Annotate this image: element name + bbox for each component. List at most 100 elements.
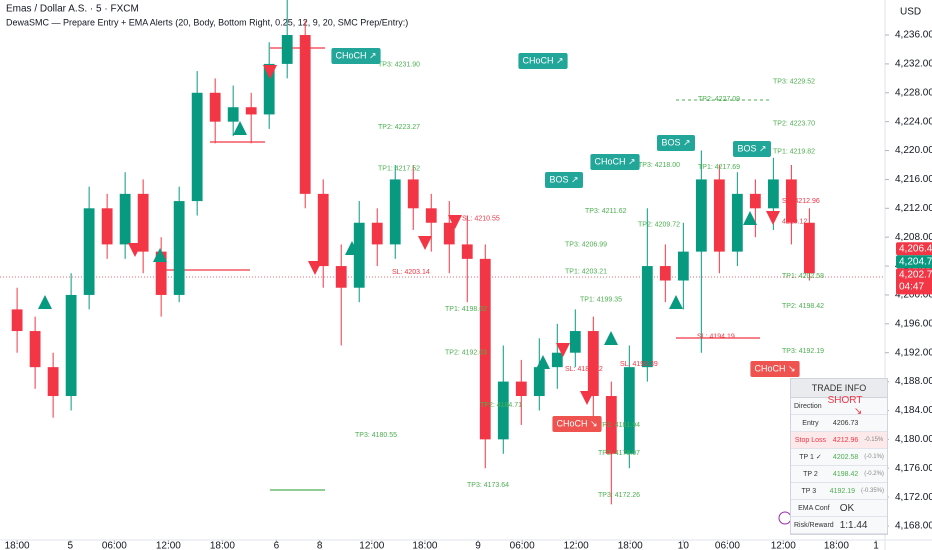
signal-down <box>308 261 322 275</box>
level-label: TP1: 4199.35 <box>580 296 622 303</box>
structure-label: BOS ↗ <box>661 137 690 147</box>
countdown: 04:47 <box>899 282 924 293</box>
y-tick-label: 4,196.00 <box>895 318 932 329</box>
candle-body <box>533 367 545 397</box>
y-tick-label: 4,180.00 <box>895 434 932 445</box>
candle-body <box>389 179 401 245</box>
x-tick-label: 6 <box>274 541 280 550</box>
row-label: Entry <box>802 419 819 427</box>
candle-body <box>551 352 563 368</box>
structure-box <box>545 172 583 188</box>
trade-info-row: Entry 4206.73 <box>791 415 887 432</box>
row-value: OK <box>839 502 855 514</box>
structure-box <box>518 53 568 69</box>
row-note: (-0.35%) <box>860 488 884 494</box>
trade-info-panel: TRADE INFO Direction SHORT ↘ Entry 4206.73 S… <box>790 378 888 535</box>
row-value: 1:1.44 <box>839 519 868 531</box>
level-label: TP1: 4203.21 <box>565 269 607 276</box>
level-label: SL: 4189.72 <box>565 366 603 373</box>
x-tick-label: 8 <box>317 541 323 550</box>
candle-body <box>47 367 59 397</box>
x-tick-label: 5 <box>67 541 73 550</box>
level-label: TP3: 4206.99 <box>565 241 607 248</box>
candle-body <box>155 251 167 295</box>
level-label: TP2: 4223.70 <box>773 121 815 128</box>
candle-body <box>173 201 185 295</box>
signal-down <box>766 211 780 225</box>
structure-label: CHoCH ↗ <box>594 156 635 166</box>
structure-label: BOS ↗ <box>549 174 578 184</box>
level-label: TP1: 4181.94 <box>598 422 640 429</box>
y-tick-label: 4,212.00 <box>895 203 932 214</box>
signal-down <box>556 343 570 357</box>
y-tick-label: 4,236.00 <box>895 30 932 41</box>
level-label: TP1: 4217.69 <box>698 164 740 171</box>
signal-down <box>448 215 462 229</box>
row-note: (-0.2%) <box>864 471 884 477</box>
level-label: TP2: 4198.42 <box>782 303 824 310</box>
signal-down <box>128 243 142 257</box>
price-tag-label: 4,202.78 <box>899 270 932 281</box>
x-tick-label: 18:00 <box>5 541 30 550</box>
signal-up <box>38 295 52 309</box>
signal-up <box>153 248 167 262</box>
level-label: SL: 4210.55 <box>462 216 500 223</box>
chart-title: Emas / Dollar A.S. · 5 · FXCM <box>6 4 139 15</box>
row-value: 4212.96 <box>832 436 859 444</box>
y-tick-label: 4,168.00 <box>895 521 932 532</box>
candle-body <box>479 258 491 440</box>
structure-box <box>733 141 771 157</box>
structure-label: CHoCH ↘ <box>754 363 795 373</box>
trade-info-row: TP 3 4192.19 (-0.35%) <box>791 483 887 500</box>
level-label: TP2: 4192.03 <box>445 349 487 356</box>
level-label: SL: 4190.39 <box>620 361 658 368</box>
candle-body <box>281 35 293 64</box>
structure-box <box>657 135 695 151</box>
panel-title: TRADE INFO <box>791 379 887 398</box>
signal-up <box>604 331 618 345</box>
signal-up <box>536 355 550 369</box>
level-label: SL: 4212.96 <box>782 198 820 205</box>
x-tick-label: 12:00 <box>156 541 181 550</box>
candle-body <box>137 193 149 252</box>
candle-body <box>371 222 383 245</box>
candle-body <box>641 266 653 368</box>
row-label: TP 2 <box>803 470 818 478</box>
trade-info-row: EMA Conf OK <box>791 500 887 517</box>
x-tick-label: 12:00 <box>564 541 589 550</box>
currency-label: USD <box>900 7 921 18</box>
level-label: TP2: 4209.72 <box>638 222 680 229</box>
y-tick-label: 4,188.00 <box>895 376 932 387</box>
candle-body <box>677 251 689 281</box>
candle-body <box>587 331 599 397</box>
level-label: SL: 4203.14 <box>392 269 430 276</box>
candle-body <box>605 396 617 454</box>
level-label: TP3: 4231.90 <box>378 61 420 68</box>
trade-info-row: TP 1 ✓ 4202.58 (-0.1%) <box>791 449 887 466</box>
candle-body <box>659 266 671 281</box>
candle-body <box>65 294 77 397</box>
structure-label: CHoCH ↗ <box>522 55 563 65</box>
structure-box <box>590 154 640 170</box>
x-tick-label: 9 <box>475 541 481 550</box>
y-tick-label: 4,220.00 <box>895 145 932 156</box>
candle-body <box>11 309 23 332</box>
row-value: SHORT ↘ <box>827 395 863 417</box>
y-tick-label: 4,184.00 <box>895 405 932 416</box>
price-tag <box>896 255 932 269</box>
signal-down <box>580 391 594 405</box>
indicator-label: DewaSMC — Prepare Entry + EMA Alerts (20… <box>6 17 408 27</box>
candle-body <box>569 331 581 353</box>
level-label: SL: 4194.19 <box>697 334 735 341</box>
candle-body <box>749 193 761 209</box>
x-tick-label: 10 <box>678 541 690 550</box>
y-tick-label: 4,176.00 <box>895 463 932 474</box>
y-tick-label: 4,224.00 <box>895 116 932 127</box>
candle-body <box>497 381 509 440</box>
level-label: TP3: 4192.19 <box>782 348 824 355</box>
x-tick-label: 1 <box>873 541 879 550</box>
structure-box <box>552 416 602 432</box>
x-tick-label: 06:00 <box>102 541 127 550</box>
